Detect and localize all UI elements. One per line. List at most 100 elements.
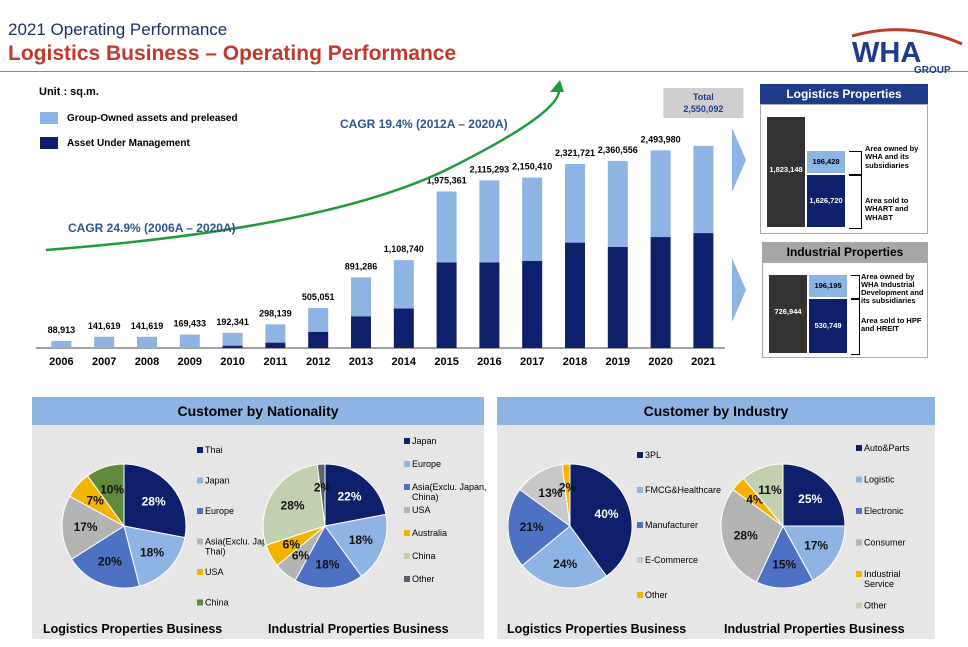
x-tick-label: 2018 <box>563 356 587 368</box>
legend-label: Thai <box>205 445 223 455</box>
legend-marker <box>856 602 862 609</box>
legend-label: E-Commerce <box>645 555 698 565</box>
logistics-sold-bar: 1,626,720 <box>807 175 845 227</box>
legend-label-cont: China) <box>412 492 439 502</box>
cagr-label-short: CAGR 19.4% (2012A – 2020A) <box>340 117 508 131</box>
pie-slice <box>86 463 125 528</box>
pie3-title: Logistics Properties Business <box>507 622 687 636</box>
bar-total-label: 141,619 <box>88 321 121 331</box>
supertitle: 2021 Operating Performance <box>8 20 228 39</box>
pie-value-label: 13% <box>538 486 562 500</box>
pie-value-label: 17% <box>804 539 828 553</box>
bar-owned <box>351 277 371 317</box>
x-tick-label: 2008 <box>135 356 159 368</box>
x-tick-label: 2012 <box>306 356 330 368</box>
page-title: Logistics Business – Operating Performan… <box>8 42 457 65</box>
bar-aum <box>522 260 543 348</box>
bar-owned <box>565 164 585 243</box>
pie-value-label: 18% <box>140 545 164 559</box>
industrial-owned-bar: 196,195 <box>809 275 847 297</box>
pie-value-label: 28% <box>142 494 166 508</box>
legend-marker <box>197 599 203 606</box>
legend-label: Asia(Exclu. Japan, <box>412 482 487 492</box>
x-tick-label: 2020 <box>648 356 672 368</box>
legend-marker <box>856 508 862 514</box>
industrial-total-value: 726,944 <box>774 307 802 316</box>
pie-slice <box>316 463 326 527</box>
legend-marker <box>197 447 203 453</box>
legend-label: Europe <box>205 506 234 516</box>
bar-total-label: 1,975,361 <box>427 175 467 185</box>
industrial-owned-note: Area owned by WHA Industrial Development… <box>861 272 924 305</box>
bar-owned <box>222 332 243 346</box>
bar-owned <box>393 260 414 309</box>
bar-aum <box>565 242 585 348</box>
bar-total-label: 298,139 <box>259 308 292 318</box>
bar-aum <box>265 342 286 348</box>
logo-text: WHA <box>852 37 921 69</box>
logistics-panel-title: Logistics Properties <box>760 84 928 104</box>
bar-total-label: 141,619 <box>131 321 164 331</box>
pie-slice <box>507 488 571 567</box>
bar-owned <box>436 191 457 263</box>
bar-owned <box>650 150 671 238</box>
pie2-title: Industrial Properties Business <box>268 622 449 636</box>
x-tick-label: 2014 <box>392 356 417 368</box>
bar-total-label: 505,051 <box>302 292 335 302</box>
pie-slice <box>782 463 846 527</box>
pie-slice <box>294 525 363 589</box>
bar-aum <box>308 331 329 348</box>
pie-slice <box>61 495 125 560</box>
pie-slice <box>755 524 814 589</box>
total-box <box>663 88 744 118</box>
legend-label: Industrial <box>864 569 901 579</box>
bar-total-label: 2,360,556 <box>598 145 638 155</box>
total-box-value: 2,550,092 <box>683 104 723 114</box>
legend-label-cont: Service <box>864 579 894 589</box>
pie-value-label: 25% <box>798 492 822 506</box>
pie-value-label: 17% <box>74 520 98 534</box>
legend-label-aum: Asset Under Management <box>67 138 190 149</box>
section-industry-title: Customer by Industry <box>497 397 935 425</box>
logo-sub: GROUP <box>914 65 951 76</box>
growth-curve <box>45 85 561 252</box>
legend-marker <box>856 539 862 546</box>
unit-label: Unit : sq.m. <box>39 86 99 98</box>
wha-logo: WHA GROUP <box>851 28 963 76</box>
bar-aum <box>693 233 714 348</box>
industrial-sold-note: Area sold to HPF and HREIT <box>861 316 922 333</box>
legend-label: Manufacturer <box>645 520 698 530</box>
x-tick-label: 2013 <box>349 356 373 368</box>
legend-swatch-owned <box>40 112 58 124</box>
total-box-label: Total <box>693 92 714 102</box>
pie-value-label: 6% <box>292 549 310 563</box>
bar-total-label: 2,493,980 <box>641 134 681 144</box>
legend-marker <box>637 557 643 563</box>
logistics-total-value: 1,823,148 <box>769 165 803 174</box>
bar-owned <box>179 334 200 348</box>
main-bar-chart: 2006 88,913 2007 141,619 2008 141,619 2009 169,… <box>36 80 744 368</box>
bar-total-label: 2,115,293 <box>470 164 510 174</box>
pie-slice <box>324 513 388 577</box>
cagr-label-long: CAGR 24.9% (2006A – 2020A) <box>68 221 236 235</box>
x-tick-label: 2011 <box>263 356 287 368</box>
pie-value-label: 20% <box>98 555 122 569</box>
x-tick-label: 2009 <box>178 356 202 368</box>
pie-value-label: 6% <box>283 538 301 552</box>
pie-slice <box>561 463 571 527</box>
legend-label: USA <box>412 505 431 515</box>
bar-aum <box>393 308 414 348</box>
legend-marker <box>637 522 643 528</box>
bar-owned <box>51 340 72 348</box>
logistics-owned-note: Area owned by WHA and its subsidiaries <box>865 144 919 170</box>
logistics-sold-bracket <box>849 175 862 229</box>
pie-value-label: 7% <box>86 494 104 508</box>
legend-label: Australia <box>412 528 447 538</box>
legend-marker <box>197 569 203 575</box>
bar-total-label: 169,433 <box>174 319 207 329</box>
pie-slice <box>123 525 186 587</box>
legend-label: Europe <box>412 459 441 469</box>
legend-label: 3PL <box>645 450 661 460</box>
logistics-owned-value: 196,428 <box>812 157 840 166</box>
panel-arrows <box>732 128 746 322</box>
